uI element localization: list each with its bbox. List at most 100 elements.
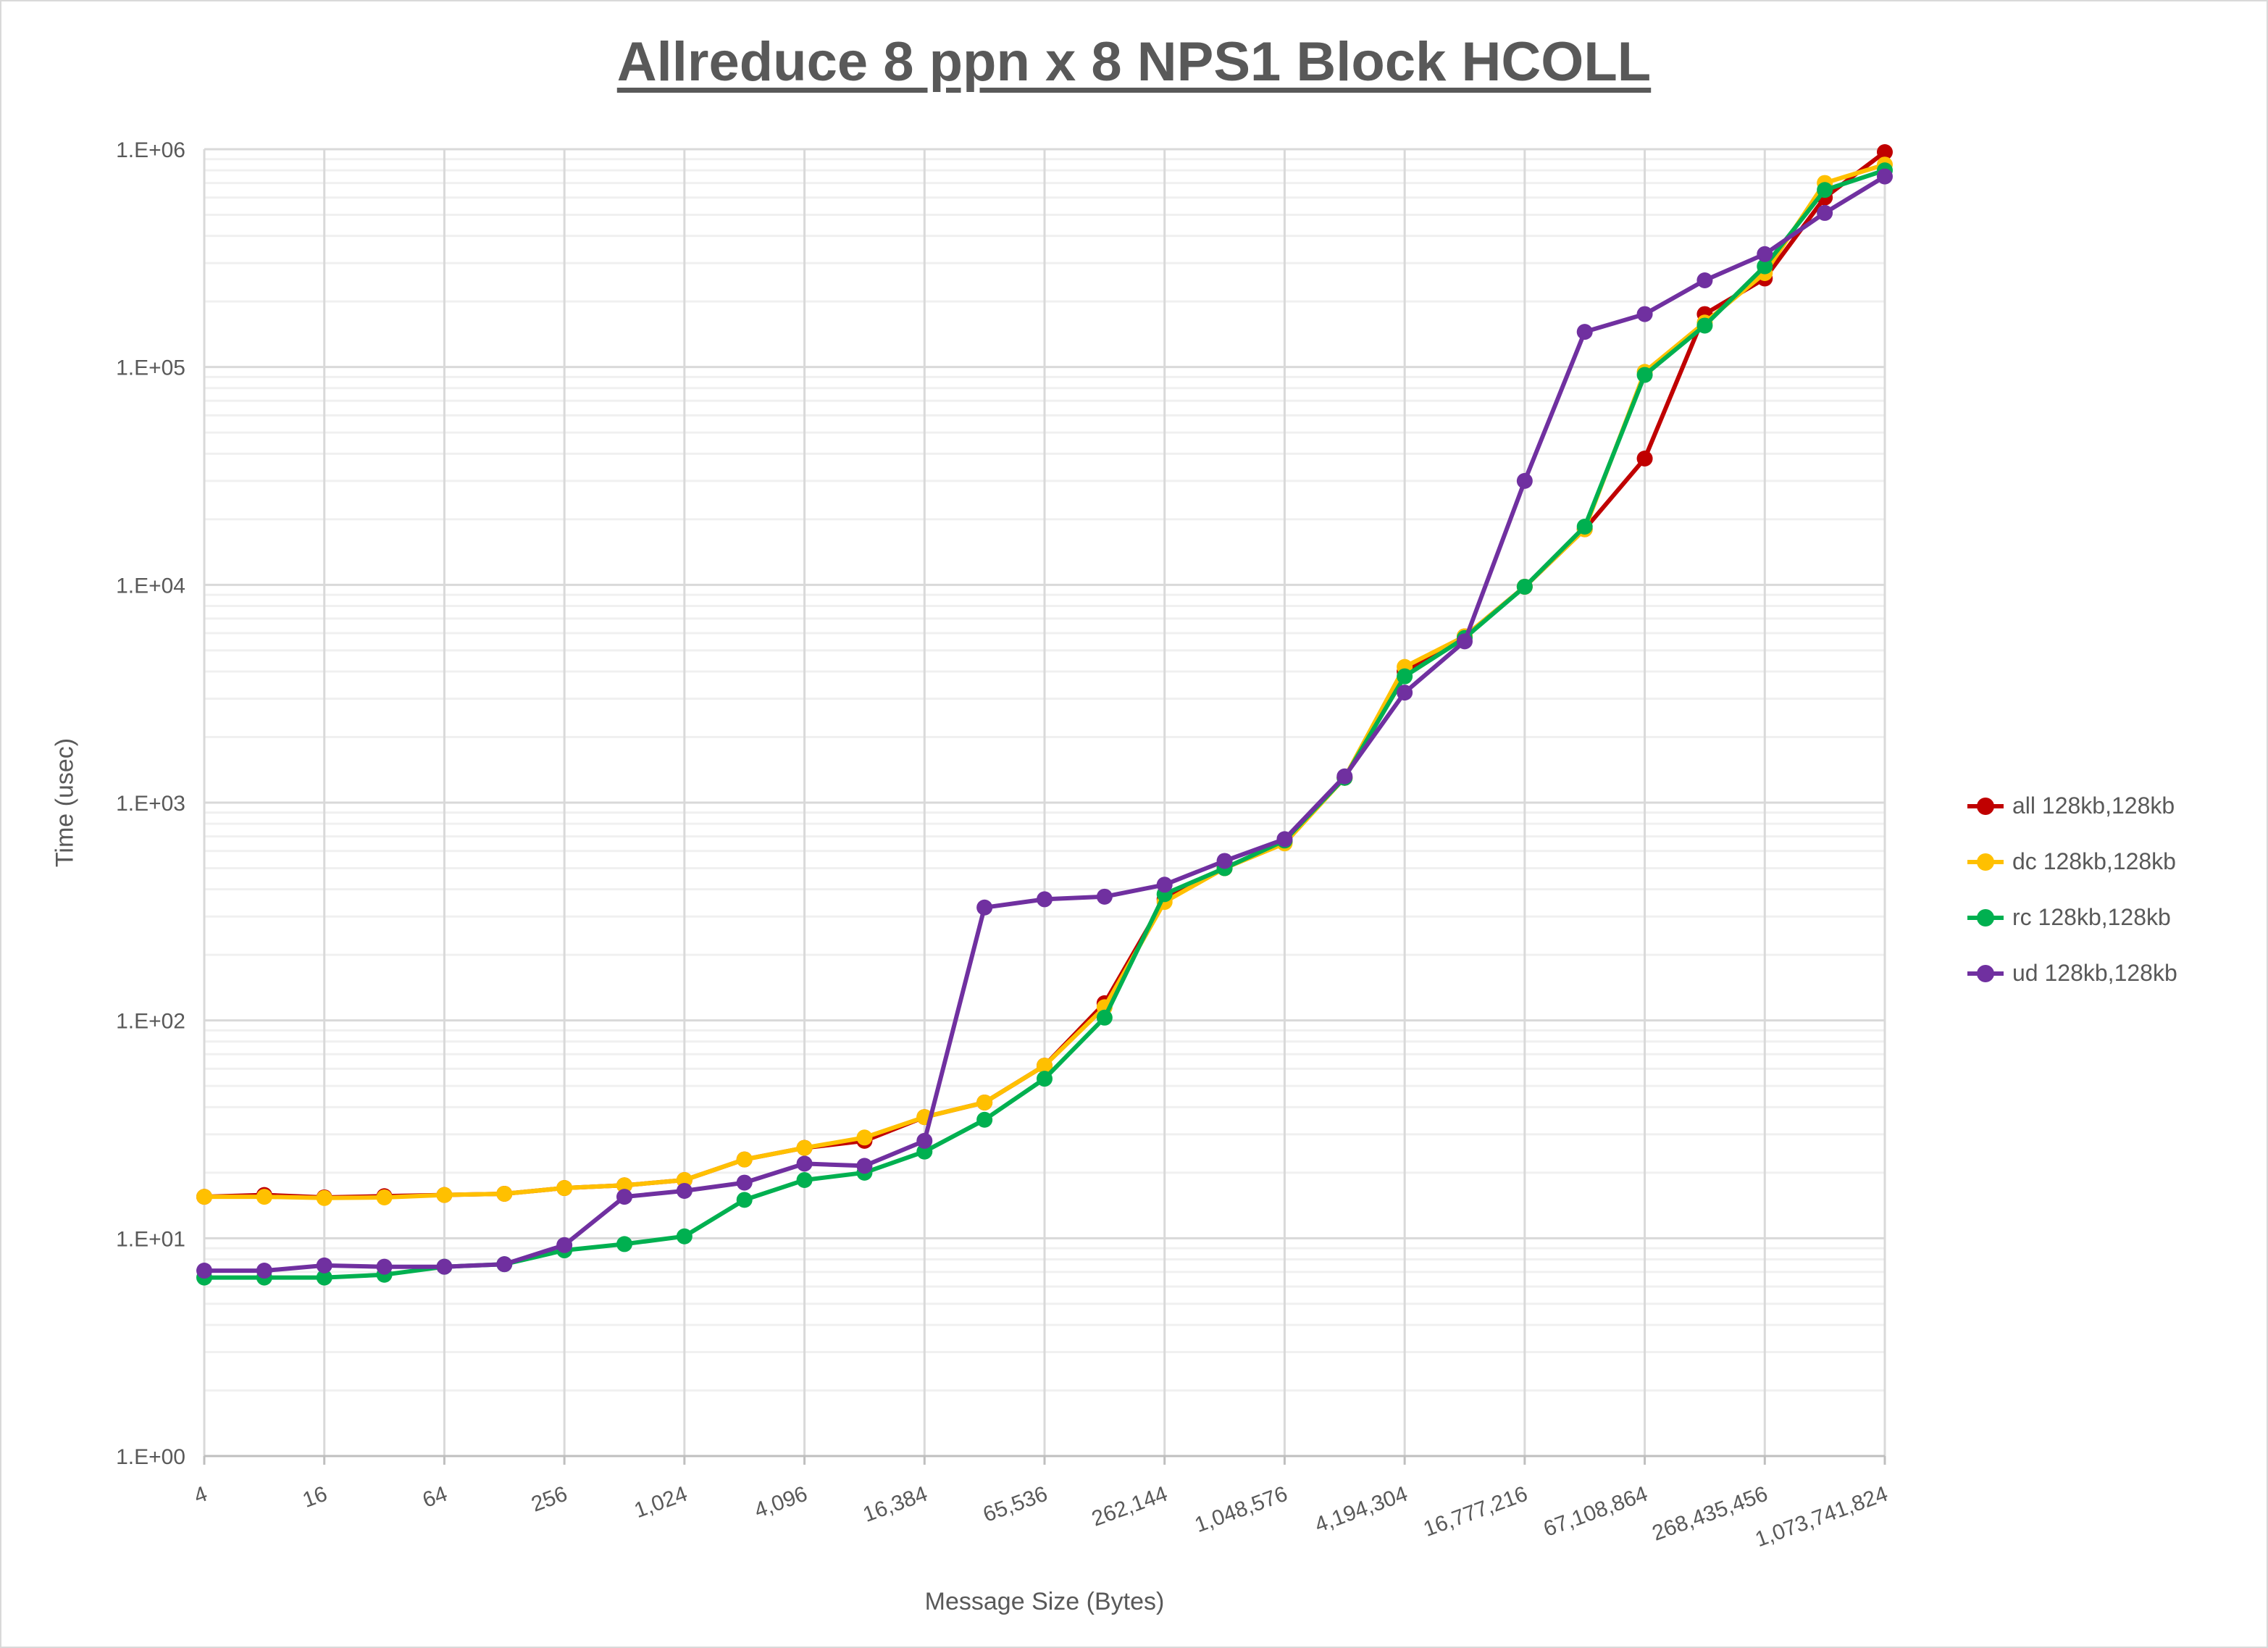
data-point-3 <box>556 1237 573 1253</box>
data-point-3 <box>1037 891 1053 908</box>
legend-item-dc: dc 128kb,128kb <box>1967 834 2177 890</box>
data-point-1 <box>556 1180 573 1197</box>
y-tick-label: 1.E+04 <box>116 574 185 598</box>
data-point-3 <box>796 1155 813 1172</box>
data-point-3 <box>976 899 993 916</box>
data-point-2 <box>1757 258 1773 275</box>
y-tick-label: 1.E+05 <box>116 356 185 380</box>
y-tick-label: 1.E+01 <box>116 1227 185 1251</box>
legend-marker <box>1977 797 1994 815</box>
data-point-2 <box>796 1172 813 1189</box>
data-point-3 <box>1216 853 1233 869</box>
legend-item-rc: rc 128kb,128kb <box>1967 890 2177 945</box>
x-tick-label: 67,108,864 <box>1541 1482 1651 1542</box>
data-point-3 <box>1757 246 1773 262</box>
data-point-3 <box>916 1132 933 1149</box>
data-point-3 <box>1096 888 1113 905</box>
data-point-3 <box>316 1257 332 1273</box>
data-point-1 <box>616 1177 632 1194</box>
x-tick-label: 4,194,304 <box>1312 1482 1411 1538</box>
data-point-1 <box>496 1185 513 1202</box>
x-tick-label: 64 <box>419 1482 451 1513</box>
x-axis-title: Message Size (Bytes) <box>924 1588 1165 1615</box>
data-point-2 <box>1096 1009 1113 1026</box>
legend-marker <box>1977 908 1994 927</box>
x-tick-label: 4 <box>191 1482 210 1509</box>
data-point-3 <box>1276 831 1293 848</box>
y-tick-label: 1.E+00 <box>116 1445 185 1469</box>
legend-swatch <box>1967 908 2004 927</box>
data-point-2 <box>976 1111 993 1128</box>
data-point-2 <box>1636 367 1653 383</box>
legend-marker <box>1977 853 1994 871</box>
x-tick-label: 1,048,576 <box>1192 1482 1291 1538</box>
x-tick-label: 4,096 <box>751 1482 811 1523</box>
data-point-2 <box>1576 519 1593 535</box>
x-tick-label: 1,073,741,824 <box>1752 1482 1891 1552</box>
data-point-3 <box>1877 168 1893 185</box>
data-point-2 <box>1817 182 1833 198</box>
data-point-1 <box>316 1189 332 1206</box>
legend-marker <box>1977 964 1994 982</box>
data-point-3 <box>616 1189 632 1205</box>
data-point-3 <box>1636 306 1653 322</box>
data-point-3 <box>1156 877 1173 893</box>
data-point-1 <box>1037 1058 1053 1074</box>
data-point-3 <box>856 1158 873 1174</box>
data-point-2 <box>736 1192 753 1208</box>
data-point-2 <box>1037 1071 1053 1087</box>
data-point-1 <box>256 1189 272 1205</box>
data-point-1 <box>196 1189 212 1205</box>
legend-swatch <box>1967 853 2004 871</box>
data-point-3 <box>676 1182 692 1199</box>
data-point-3 <box>1457 633 1473 650</box>
x-tick-label: 16,384 <box>860 1482 931 1527</box>
legend-swatch <box>1967 797 2004 815</box>
data-point-3 <box>436 1258 453 1275</box>
legend-item-all: all 128kb,128kb <box>1967 778 2177 834</box>
x-tick-label: 16 <box>299 1482 330 1513</box>
data-point-1 <box>436 1187 453 1203</box>
data-point-2 <box>676 1228 692 1245</box>
data-point-3 <box>1397 685 1413 701</box>
legend-label: rc 128kb,128kb <box>2012 904 2171 930</box>
data-point-3 <box>1696 272 1713 289</box>
data-point-3 <box>736 1174 753 1191</box>
data-point-0 <box>1877 143 1893 160</box>
data-point-0 <box>1636 451 1653 467</box>
data-point-3 <box>256 1263 272 1279</box>
data-point-3 <box>196 1263 212 1279</box>
x-tick-label: 256 <box>528 1482 570 1517</box>
data-point-1 <box>376 1189 393 1205</box>
data-point-1 <box>736 1151 753 1168</box>
data-point-1 <box>976 1094 993 1110</box>
legend-label: dc 128kb,128kb <box>2012 848 2176 874</box>
data-point-3 <box>376 1258 393 1275</box>
y-tick-label: 1.E+06 <box>116 138 185 162</box>
x-tick-label: 16,777,216 <box>1420 1482 1531 1542</box>
data-point-1 <box>796 1139 813 1156</box>
data-point-2 <box>616 1236 632 1252</box>
data-point-2 <box>316 1269 332 1286</box>
data-point-3 <box>1576 324 1593 340</box>
data-point-1 <box>856 1129 873 1146</box>
legend-swatch <box>1967 964 2004 982</box>
y-tick-label: 1.E+03 <box>116 792 185 816</box>
data-point-2 <box>1397 668 1413 685</box>
data-point-3 <box>496 1256 513 1273</box>
legend: all 128kb,128kb dc 128kb,128kb rc 128kb,… <box>1967 778 2177 1001</box>
data-point-3 <box>1817 204 1833 221</box>
legend-item-ud: ud 128kb,128kb <box>1967 945 2177 1001</box>
legend-label: all 128kb,128kb <box>2012 792 2175 819</box>
y-tick-label: 1.E+02 <box>116 1010 185 1034</box>
data-point-3 <box>1516 472 1533 489</box>
x-tick-label: 262,144 <box>1089 1482 1171 1531</box>
legend-label: ud 128kb,128kb <box>2012 960 2177 986</box>
y-axis-title: Time (usec) <box>51 737 79 868</box>
x-tick-label: 65,536 <box>980 1482 1051 1527</box>
x-tick-label: 268,435,456 <box>1649 1482 1771 1546</box>
x-tick-label: 1,024 <box>631 1482 690 1523</box>
data-point-2 <box>1516 578 1533 595</box>
